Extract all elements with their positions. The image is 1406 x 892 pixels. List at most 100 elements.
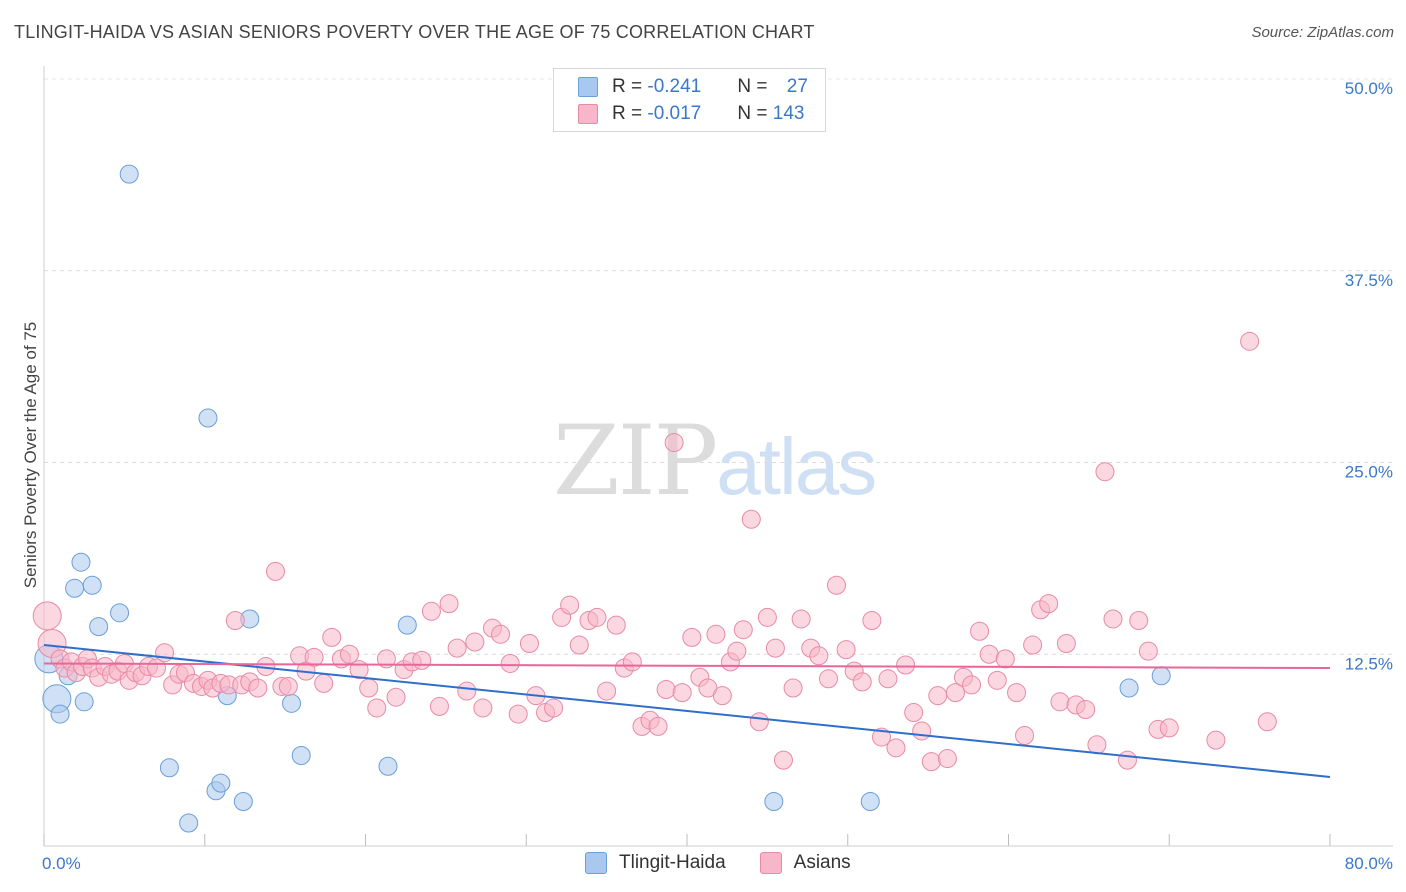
asians-point	[706, 624, 726, 644]
watermark: ZIPatlas	[553, 405, 877, 517]
asians-point	[1015, 726, 1035, 746]
asians-point	[1023, 635, 1043, 655]
asians-point	[1076, 699, 1096, 719]
asians-point	[741, 509, 761, 529]
tlingit-haida-point	[198, 408, 218, 428]
asians-point	[945, 683, 965, 703]
asians-point	[278, 676, 298, 696]
n-value: 27	[786, 76, 808, 97]
asians-point	[1159, 718, 1179, 738]
asians-point	[622, 652, 642, 672]
asians-point	[852, 672, 872, 692]
y-tick-label: 12.5%	[1345, 654, 1393, 673]
asians-point	[995, 649, 1015, 669]
asians-point	[712, 686, 732, 706]
asians-point	[359, 678, 379, 698]
asians-point	[429, 696, 449, 716]
r-label: R =	[612, 103, 648, 124]
asians-point	[757, 607, 777, 627]
y-tick-label: 37.5%	[1345, 271, 1393, 290]
r-label: R =	[612, 76, 648, 97]
y-axis-tick-labels: 12.5% 25.0% 37.5% 50.0%	[1345, 79, 1393, 673]
tlingit-haida-point	[1151, 666, 1171, 686]
asians-point	[439, 594, 459, 614]
asians-point	[791, 609, 811, 629]
tlingit-haida-swatch	[578, 77, 598, 97]
asians-swatch	[578, 104, 598, 124]
y-tick-label: 25.0%	[1345, 463, 1393, 482]
asians-point	[970, 621, 990, 641]
asians-point	[569, 635, 589, 655]
asians-point	[339, 644, 359, 664]
asians-point	[727, 641, 747, 661]
asians-point	[587, 607, 607, 627]
data-points	[32, 164, 1277, 833]
asians-point	[896, 655, 916, 675]
asians-trend-line	[43, 662, 1331, 670]
tlingit-haida-trend-line	[43, 644, 1331, 778]
asians-point	[836, 640, 856, 660]
asians-point	[314, 673, 334, 693]
asians-point	[749, 712, 769, 732]
asians-point	[1050, 692, 1070, 712]
asians-point	[904, 703, 924, 723]
tlingit-haida-point	[378, 756, 398, 776]
tlingit-haida-point	[65, 578, 85, 598]
x-tick-label-min: 0.0%	[42, 854, 81, 873]
legend-label-asians: Asians	[793, 852, 851, 873]
asians-point	[606, 615, 626, 635]
tlingit-haida-point	[1119, 678, 1139, 698]
asians-point	[987, 670, 1007, 690]
asians-point	[519, 634, 539, 654]
x-tick-label-max: 80.0%	[1345, 854, 1393, 873]
tlingit-haida-point	[211, 773, 231, 793]
legend-row-asians: R = -0.017 N = 143	[578, 102, 804, 126]
tlingit-haida-point	[282, 693, 302, 713]
asians-point	[386, 687, 406, 707]
tlingit-haida-point	[89, 617, 109, 637]
tlingit-haida-point	[74, 692, 94, 712]
asians-point	[412, 650, 432, 670]
asians-point	[304, 647, 324, 667]
asians-point	[560, 595, 580, 615]
asians-point	[862, 611, 882, 631]
legend-label-tlingit-haida: Tlingit-Haida	[619, 852, 726, 873]
chart-title: TLINGIT-HAIDA VS ASIAN SENIORS POVERTY O…	[14, 22, 815, 42]
y-axis-label: Seniors Poverty Over the Age of 75	[21, 322, 40, 588]
tlingit-haida-point	[159, 758, 179, 778]
asians-point	[248, 678, 268, 698]
asians-point	[1095, 462, 1115, 482]
asians-point	[773, 750, 793, 770]
asians-point	[421, 601, 441, 621]
asians-point	[491, 624, 511, 644]
asians-point	[809, 646, 829, 666]
legend-swatch-tlingit-haida	[585, 852, 607, 874]
trend-lines	[43, 644, 1331, 778]
asians-point	[500, 653, 520, 673]
tlingit-haida-point	[50, 704, 70, 724]
x-axis-ticks	[43, 834, 1331, 846]
asians-point	[544, 698, 564, 718]
watermark-zip: ZIP	[553, 405, 718, 517]
tlingit-haida-point	[71, 552, 91, 572]
asians-point	[783, 678, 803, 698]
asians-point	[826, 575, 846, 595]
tlingit-haida-point	[179, 813, 199, 833]
grid	[43, 66, 1393, 846]
asians-point	[765, 638, 785, 658]
asians-point	[1129, 611, 1149, 631]
asians-point	[465, 632, 485, 652]
asians-point	[733, 620, 753, 640]
watermark-atlas: atlas	[716, 422, 877, 511]
asians-point	[1056, 634, 1076, 654]
tlingit-haida-point	[860, 792, 880, 812]
asians-point	[878, 669, 898, 689]
asians-point	[447, 638, 467, 658]
asians-point	[265, 561, 285, 581]
asians-point	[32, 601, 62, 631]
asians-point	[928, 686, 948, 706]
asians-point	[1103, 609, 1123, 629]
y-tick-label: 50.0%	[1345, 79, 1393, 98]
asians-point	[322, 627, 342, 647]
